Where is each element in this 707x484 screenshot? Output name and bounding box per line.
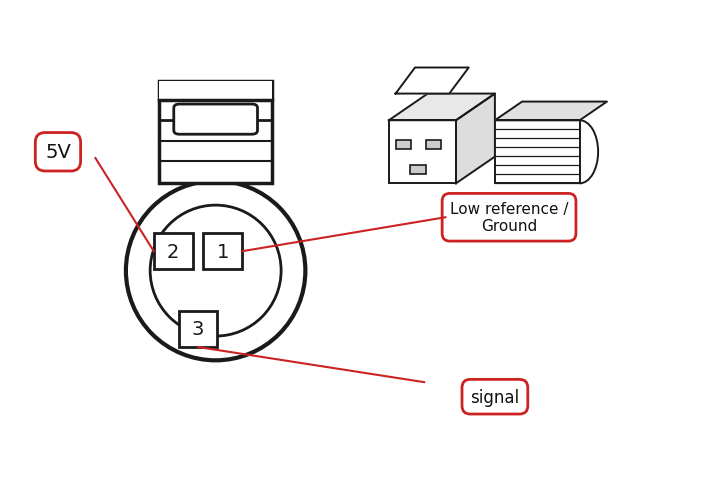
FancyBboxPatch shape <box>426 140 441 150</box>
Text: 5V: 5V <box>45 143 71 162</box>
FancyBboxPatch shape <box>159 82 272 184</box>
FancyBboxPatch shape <box>204 234 242 270</box>
Polygon shape <box>495 121 580 184</box>
Ellipse shape <box>150 206 281 336</box>
Polygon shape <box>495 103 607 121</box>
FancyBboxPatch shape <box>410 166 426 175</box>
FancyBboxPatch shape <box>396 140 411 150</box>
Polygon shape <box>396 68 469 94</box>
Text: 2: 2 <box>167 242 180 261</box>
FancyBboxPatch shape <box>153 234 192 270</box>
Text: 1: 1 <box>216 242 229 261</box>
Polygon shape <box>456 94 495 184</box>
Ellipse shape <box>126 182 305 361</box>
FancyBboxPatch shape <box>159 82 272 101</box>
FancyBboxPatch shape <box>178 311 218 348</box>
Text: 3: 3 <box>192 319 204 339</box>
Polygon shape <box>389 94 495 121</box>
Text: signal: signal <box>470 388 520 406</box>
Text: Low reference /
Ground: Low reference / Ground <box>450 202 568 234</box>
Polygon shape <box>389 121 456 184</box>
FancyBboxPatch shape <box>174 105 257 135</box>
